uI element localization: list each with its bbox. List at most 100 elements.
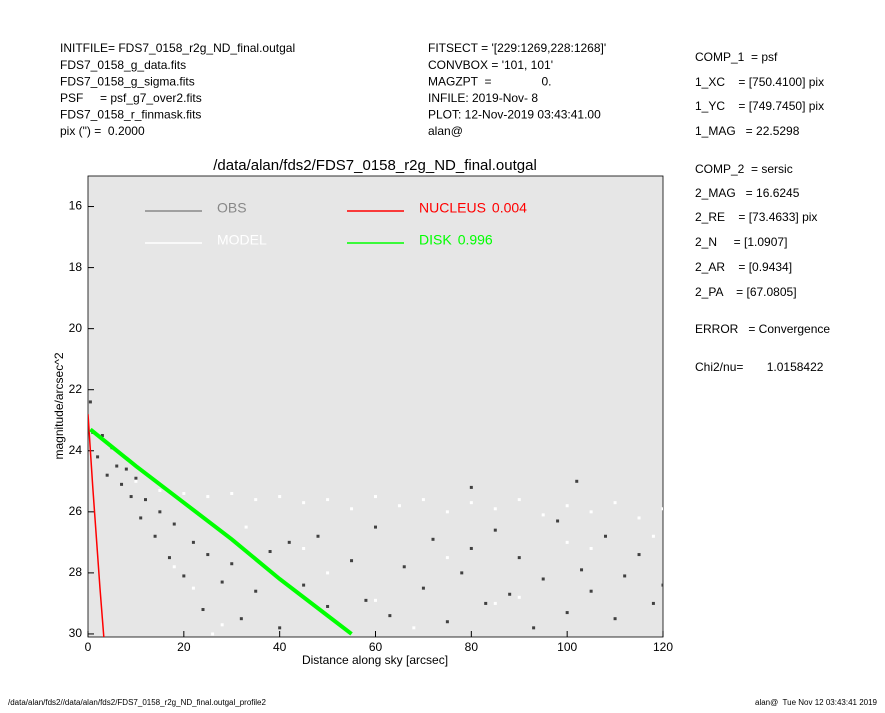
data-point (484, 601, 488, 605)
data-point (350, 559, 354, 563)
data-point (206, 553, 210, 557)
footer-right: alan@ Tue Nov 12 03:43:41 2019 (755, 698, 878, 707)
header-right-line: 1_YC = [749.7450] pix (695, 99, 824, 113)
data-point (388, 614, 392, 618)
data-point (565, 540, 569, 544)
data-point (201, 608, 205, 612)
y-axis-label: magnitude/arcsec^2 (52, 352, 66, 459)
x-tick-label: 20 (177, 640, 191, 654)
data-point (517, 595, 521, 599)
data-point (278, 626, 282, 630)
data-point (244, 525, 248, 529)
data-point (326, 604, 330, 608)
data-point (637, 553, 641, 557)
data-point (469, 501, 473, 505)
data-point (374, 525, 377, 529)
data-point (230, 492, 234, 496)
data-point (517, 556, 521, 560)
header-middle-line: INFILE: 2019-Nov- 8 (428, 91, 538, 105)
y-tick-label: 20 (69, 321, 83, 335)
data-point (637, 516, 641, 520)
header-middle-line: CONVBOX = '101, 101' (428, 58, 553, 72)
data-point (220, 623, 224, 627)
data-point (541, 577, 545, 581)
data-point (604, 534, 607, 538)
x-tick-label: 80 (465, 640, 479, 654)
header-left-line: PSF = psf_g7_over2.fits (60, 91, 202, 105)
data-point (115, 464, 119, 468)
data-point (326, 571, 330, 575)
data-point (96, 455, 100, 459)
data-point (517, 498, 521, 502)
data-point (153, 534, 157, 538)
data-point (230, 562, 234, 566)
data-point (589, 510, 593, 514)
data-point (158, 510, 162, 514)
data-point (287, 540, 291, 544)
data-point (316, 534, 320, 538)
y-tick-label: 18 (69, 260, 83, 274)
header-middle-line: FITSECT = '[229:1269,228:1268]' (428, 41, 606, 55)
data-point (469, 485, 473, 489)
data-point (182, 574, 186, 578)
x-tick-label: 100 (557, 640, 577, 654)
data-point (129, 495, 133, 499)
header-left-line: pix (") = 0.2000 (60, 124, 145, 138)
data-point (105, 473, 109, 477)
data-point (302, 546, 306, 550)
data-point (167, 556, 171, 560)
header-left-line: FDS7_0158_g_data.fits (60, 58, 186, 72)
plot-area (87, 175, 664, 638)
data-point (541, 513, 545, 517)
profile-line (89, 427, 353, 636)
data-point (421, 498, 425, 502)
data-point (402, 565, 406, 569)
header-middle-line: alan@ (428, 124, 463, 138)
data-point (374, 598, 377, 602)
data-point (445, 510, 449, 514)
header-right-line: 2_MAG = 16.6245 (695, 186, 800, 200)
x-tick-label: 120 (653, 640, 673, 654)
data-point (182, 492, 186, 496)
data-point (575, 479, 579, 483)
data-point (469, 546, 473, 550)
data-point (397, 504, 401, 508)
data-point (88, 400, 92, 404)
data-point (565, 611, 569, 615)
data-point (421, 586, 425, 590)
data-point (191, 540, 195, 544)
data-point (493, 528, 497, 532)
y-tick-label: 22 (69, 382, 83, 396)
data-point (268, 550, 272, 554)
data-point (589, 546, 593, 550)
data-point (254, 498, 258, 502)
data-point (172, 565, 176, 569)
data-point (134, 479, 138, 483)
header-right-line: 2_PA = [67.0805] (695, 285, 797, 299)
data-point (565, 504, 569, 508)
data-point (211, 632, 215, 636)
x-tick-label: 60 (369, 640, 383, 654)
data-point (206, 495, 210, 499)
data-point (158, 488, 162, 492)
footer-left: /data/alan/fds2//data/alan/fds2/FDS7_015… (8, 698, 267, 707)
data-point (412, 626, 416, 630)
data-point (613, 501, 617, 505)
data-point (431, 537, 435, 541)
data-point (220, 580, 224, 584)
data-point (172, 522, 176, 526)
profile-line (88, 414, 105, 637)
legend-label: OBS (217, 200, 247, 216)
data-point (661, 507, 663, 511)
header-left-line: FDS7_0158_g_sigma.fits (60, 74, 195, 88)
data-point (278, 495, 282, 499)
x-axis-label: Distance along sky [arcsec] (302, 653, 448, 667)
data-point (445, 556, 449, 560)
header-right-line: 2_AR = [0.9434] (695, 260, 792, 274)
data-point (364, 598, 368, 602)
data-point (239, 617, 243, 621)
data-point (493, 507, 497, 511)
header-right-line: 2_RE = [73.4633] pix (695, 210, 817, 224)
data-point (580, 568, 584, 572)
data-point (374, 495, 377, 499)
